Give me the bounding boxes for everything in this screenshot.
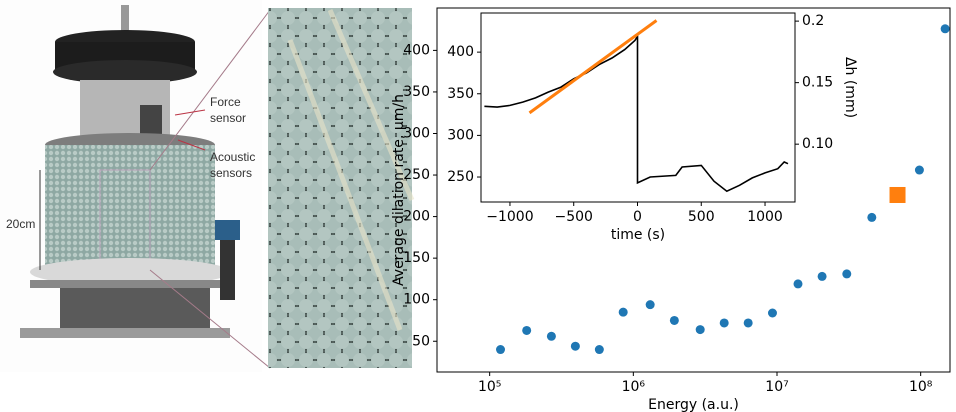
marker [546,331,556,341]
y-tick-label: 350 [403,84,430,100]
marker [743,318,753,328]
marker [618,307,628,317]
data-line [484,33,789,193]
y-tick-label: 50 [412,333,430,349]
y-tick-label: 200 [403,209,430,225]
y-tick-label: 300 [447,127,474,143]
x-tick-label: 10⁵ [478,379,501,395]
y-tick-label: 350 [447,86,474,102]
x-tick-label: −1000 [486,209,533,225]
y-tick-label: 150 [403,250,430,266]
x-axis-label: Energy (a.u.) [648,397,739,412]
y-tick-label: 400 [447,44,474,60]
photo-label: Force [210,95,241,109]
marker [496,345,506,355]
marker [889,186,906,203]
photo-label: Acoustic [210,150,255,164]
marker [817,271,827,281]
photo-label: sensor [210,111,246,125]
y2-axis-label: Δh (mm) [842,57,858,118]
x-tick-label: −500 [554,209,592,225]
y-tick-label: 300 [403,125,430,141]
marker [940,24,950,34]
y-axis-label: Average dilation rate, μm/h [391,94,407,286]
y-tick-label: 250 [447,169,474,185]
x-tick-label: 10⁷ [765,379,788,395]
x-tick-label: 10⁸ [909,379,933,395]
marker [695,325,705,335]
zoom-photo [268,8,415,368]
y-tick-label: 100 [403,292,430,308]
data-line [528,19,658,115]
marker [842,269,852,279]
y2-tick-label: 0.10 [802,136,833,152]
y-tick-label: 400 [403,42,430,58]
marker [767,308,777,318]
y-tick-label: 250 [403,167,430,183]
x-tick-label: 10⁶ [622,379,646,395]
marker [570,341,580,351]
marker [669,315,679,325]
apparatus-photo: Force sensor Acoustic sensors 20cm [0,0,271,372]
x-tick-label: 0 [633,209,642,225]
marker [914,165,924,175]
photo-label: 20cm [6,217,35,231]
marker [522,325,532,335]
y2-tick-label: 0.15 [802,75,833,91]
photo-label: sensors [210,166,252,180]
charts: 10⁵ 10⁶ 10⁷ 10⁸ 50 100 150 200 250 300 350 400 Energ… [391,7,951,412]
marker [867,212,877,222]
marker [645,300,655,310]
y2-tick-label: 0.2 [802,13,824,29]
marker [719,318,729,328]
x-tick-label: 1000 [747,209,783,225]
marker [793,279,803,289]
marker [594,345,604,355]
x-tick-label: 500 [688,209,715,225]
x-axis-label: time (s) [611,227,665,243]
